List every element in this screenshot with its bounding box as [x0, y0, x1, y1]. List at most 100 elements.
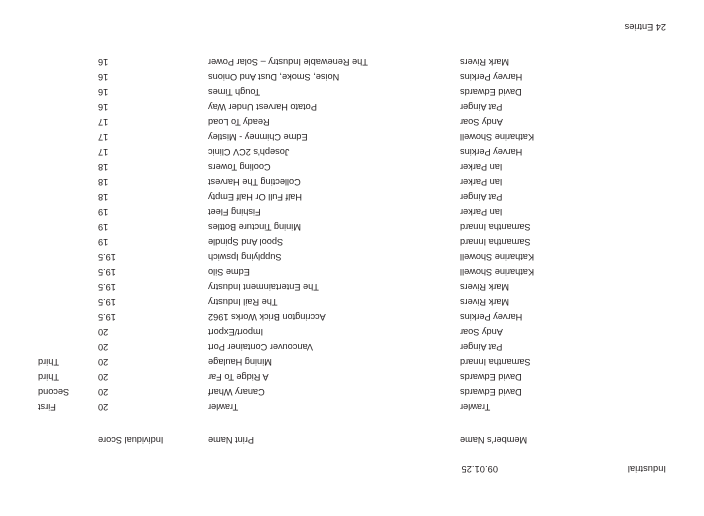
table-row: Mark Rivers The Entertainment Industry 19.…	[38, 279, 666, 294]
cell-placement	[38, 69, 98, 84]
results-table-head: Member's Name Print Name Individual Scor…	[38, 414, 666, 447]
cell-placement	[38, 264, 98, 279]
cell-print-name: Edme Silo	[208, 267, 250, 277]
cell-individual-score: 20	[98, 402, 109, 412]
cell-print-name: Edme Chimney - Mistley	[208, 132, 308, 142]
cell-print-name: Import/Export	[208, 327, 264, 337]
cell-individual-score: 20	[98, 357, 109, 367]
cell-placement	[38, 294, 98, 309]
cell-individual-score: 19.5	[98, 312, 116, 322]
table-row: Katharine Showell Edme Chimney - Mistley 1…	[38, 129, 666, 144]
cell-placement: Second	[38, 387, 70, 397]
cell-placement: Third	[38, 357, 59, 367]
cell-member-name: Ian Parker	[460, 207, 503, 217]
table-row: Katharine Showell Edme Silo 19.5	[38, 264, 666, 279]
table-header-row: Member's Name Print Name Individual Scor…	[38, 414, 666, 447]
cell-member-name: Pat Ainger	[460, 192, 503, 202]
table-row: Harvey Perkins Accrington Brick Works 196…	[38, 309, 666, 324]
table-row: Samantha Innard Spool And Spindle 19	[38, 234, 666, 249]
cell-individual-score: 19	[98, 237, 109, 247]
cell-member-name: Samantha Innard	[460, 237, 531, 247]
cell-member-name: Ian Parker	[460, 177, 503, 187]
entries-count: 24 Entries	[624, 22, 666, 32]
document-title-row: Industrial 09.01.25	[38, 464, 666, 474]
cell-member-name: Samantha Innard	[460, 222, 531, 232]
cell-member-name: Ian Parker	[460, 162, 503, 172]
cell-individual-score: 16	[98, 87, 109, 97]
document-class-label: Industrial	[627, 464, 666, 474]
table-row: Pat Ainger Vancouver Container Port 20	[38, 339, 666, 354]
cell-print-name: Supplying Ipswich	[208, 252, 282, 262]
cell-placement	[38, 174, 98, 189]
cell-member-name: Samantha Innard	[460, 357, 531, 367]
results-footer: 24 Entries	[38, 22, 666, 32]
cell-print-name: Vancouver Container Port	[208, 342, 314, 352]
cell-print-name: Accrington Brick Works 1962	[208, 312, 326, 322]
cell-print-name: Fishing Fleet	[208, 207, 261, 217]
table-row: Samantha Innard Mining Tincture Bottles 19	[38, 219, 666, 234]
cell-individual-score: 17	[98, 132, 109, 142]
cell-print-name: Trawler	[208, 402, 239, 412]
table-row: Ian Parker Collecting The Harvest 18	[38, 174, 666, 189]
cell-placement: Third	[38, 372, 59, 382]
cell-placement	[38, 84, 98, 99]
table-row: Mark Rivers The Renewable Industry – Sola…	[38, 54, 666, 69]
cell-individual-score: 18	[98, 162, 109, 172]
cell-member-name: Katharine Showell	[460, 267, 535, 277]
table-row: Harvey Perkins Joseph's 2CV Clinic 17	[38, 144, 666, 159]
cell-print-name: Spool And Spindle	[208, 237, 284, 247]
cell-individual-score: 19.5	[98, 297, 116, 307]
cell-placement	[38, 249, 98, 264]
cell-print-name: Mining Tincture Bottles	[208, 222, 301, 232]
cell-member-name: David Edwards	[460, 387, 522, 397]
cell-individual-score: 18	[98, 177, 109, 187]
cell-placement	[38, 54, 98, 69]
column-header-print-name: Print Name	[208, 435, 254, 445]
table-row: Katharine Showell Supplying Ipswich 19.5	[38, 249, 666, 264]
cell-individual-score: 20	[98, 372, 109, 382]
cell-individual-score: 18	[98, 192, 109, 202]
cell-placement	[38, 324, 98, 339]
cell-placement	[38, 159, 98, 174]
cell-placement	[38, 99, 98, 114]
cell-print-name: Potato Harvest Under Way	[208, 102, 317, 112]
cell-individual-score: 19.5	[98, 252, 116, 262]
cell-placement	[38, 204, 98, 219]
cell-print-name: The Rail Industry	[208, 297, 278, 307]
table-row: David Edwards Canary Wharf 20 Second	[38, 384, 666, 399]
cell-member-name: Andy Soar	[460, 327, 503, 337]
cell-member-name: Harvey Perkins	[460, 147, 523, 157]
cell-print-name: Half Full Or Half Empty	[208, 192, 302, 202]
cell-individual-score: 19	[98, 222, 109, 232]
cell-placement	[38, 129, 98, 144]
table-row: Andy Soar Import/Export 20	[38, 324, 666, 339]
column-header-member-name: Member's Name	[460, 435, 528, 445]
results-table-body: Trawler Trawler 20 First David Edwards Canary…	[38, 54, 666, 414]
cell-print-name: The Renewable Industry – Solar Power	[208, 57, 368, 67]
table-row: Pat Ainger Half Full Or Half Empty 18	[38, 189, 666, 204]
table-row: Ian Parker Cooling Towers 18	[38, 159, 666, 174]
cell-print-name: Collecting The Harvest	[208, 177, 301, 187]
cell-member-name: Andy Soar	[460, 117, 503, 127]
cell-placement	[38, 279, 98, 294]
cell-individual-score: 20	[98, 327, 109, 337]
cell-placement: First	[38, 402, 56, 412]
cell-member-name: Katharine Showell	[460, 252, 535, 262]
cell-member-name: Pat Ainger	[460, 342, 503, 352]
table-row: Andy Soar Ready To Load 17	[38, 114, 666, 129]
column-header-individual-score: Individual Score	[98, 435, 164, 445]
cell-print-name: Mining Haulage	[208, 357, 272, 367]
column-header-placement	[38, 414, 98, 447]
cell-placement	[38, 219, 98, 234]
cell-member-name: Harvey Perkins	[460, 72, 523, 82]
cell-individual-score: 19.5	[98, 267, 116, 277]
cell-print-name: Cooling Towers	[208, 162, 271, 172]
cell-member-name: Mark Rivers	[460, 282, 510, 292]
table-row: Pat Ainger Potato Harvest Under Way 16	[38, 99, 666, 114]
cell-placement	[38, 189, 98, 204]
table-row: David Edwards A Ridge To Far 20 Third	[38, 369, 666, 384]
cell-individual-score: 16	[98, 57, 109, 67]
table-row: Mark Rivers The Rail Industry 19.5	[38, 294, 666, 309]
